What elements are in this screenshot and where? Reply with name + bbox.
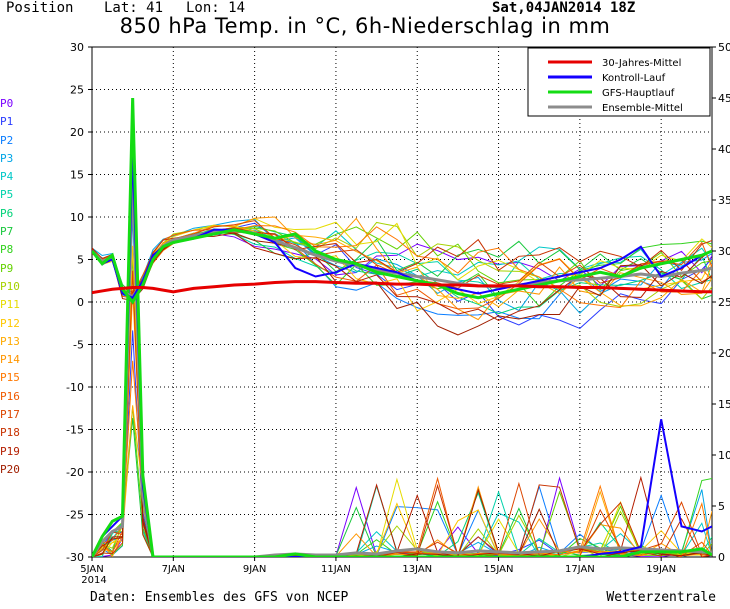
y2-tick-label: 5 bbox=[718, 500, 725, 513]
y-tick-label: -15 bbox=[66, 424, 84, 437]
data-source-note: Daten: Ensembles des GFS von NCEP bbox=[90, 590, 349, 605]
y-tick-label: 20 bbox=[70, 126, 84, 139]
legend-box bbox=[527, 47, 711, 117]
y-tick-label: 15 bbox=[70, 169, 84, 182]
y2-tick-label: 20 bbox=[718, 347, 730, 360]
x-tick-label: 5JAN bbox=[80, 564, 103, 575]
y-tick-label: 30 bbox=[70, 41, 84, 54]
member-legend-item: P10 bbox=[0, 279, 20, 293]
member-legend-item: P16 bbox=[0, 389, 20, 403]
gfs-main-precip-line bbox=[92, 97, 712, 557]
latitude-label: Lat: 41 bbox=[104, 0, 164, 16]
member-legend-item: P6 bbox=[0, 206, 14, 220]
y-tick-label: 10 bbox=[70, 211, 84, 224]
y-tick-label: -20 bbox=[66, 466, 84, 479]
member-legend-item: P17 bbox=[0, 408, 20, 422]
y2-tick-label: 25 bbox=[718, 296, 730, 309]
y-tick-label: -30 bbox=[66, 551, 84, 564]
member-precip-line bbox=[92, 330, 712, 557]
member-legend-item: P0 bbox=[0, 97, 14, 110]
y-tick-label: 25 bbox=[70, 84, 84, 97]
x-tick-label: 9JAN bbox=[243, 564, 266, 575]
legend-label: 30-Jahres-Mittel bbox=[602, 58, 681, 69]
member-legend-item: P1 bbox=[0, 115, 14, 129]
member-precip-line bbox=[92, 120, 712, 557]
x-tick-label: 13JAN bbox=[402, 564, 432, 575]
legend-label: Kontroll-Lauf bbox=[602, 73, 666, 84]
y-tick-label: -25 bbox=[66, 509, 84, 522]
member-legend-item: P5 bbox=[0, 188, 14, 202]
member-legend-item: P20 bbox=[0, 462, 20, 476]
member-legend-item: P14 bbox=[0, 353, 20, 367]
y-tick-label: -10 bbox=[66, 381, 84, 394]
ensemble-mean-precip-line bbox=[92, 169, 712, 557]
y2-tick-label: 35 bbox=[718, 194, 730, 207]
y2-tick-label: 30 bbox=[718, 245, 730, 258]
member-legend-item: P3 bbox=[0, 151, 14, 165]
member-legend: P0 P1 P2 P3 P4 P5 P6 P7 P8 P9 P10 P11 P12 P13 P14 P15 P1… bbox=[0, 95, 20, 479]
y2-tick-label: 45 bbox=[718, 92, 730, 105]
position-label: Position bbox=[6, 0, 74, 16]
y-tick-label: -5 bbox=[73, 339, 84, 352]
member-legend-item: P7 bbox=[0, 225, 14, 239]
chart-title: 850 hPa Temp. in °C, 6h-Niederschlag in … bbox=[119, 14, 611, 38]
y2-tick-label: 50 bbox=[718, 41, 730, 54]
y2-tick-label: 15 bbox=[718, 398, 730, 411]
member-precip-line bbox=[92, 253, 712, 557]
member-legend-item: P13 bbox=[0, 334, 20, 348]
climate-mean-temp-line bbox=[92, 280, 712, 295]
x-tick-label: 19JAN bbox=[646, 564, 676, 575]
x-tick-label: 17JAN bbox=[565, 564, 595, 575]
y2-tick-label: 10 bbox=[718, 449, 730, 462]
member-precip-line bbox=[92, 405, 712, 557]
run-date-label: Sat,04JAN2014 18Z bbox=[492, 0, 636, 16]
longitude-label: Lon: 14 bbox=[186, 0, 246, 16]
member-legend-item: P18 bbox=[0, 426, 20, 440]
member-legend-item: P19 bbox=[0, 444, 20, 458]
x-tick-label: 15JAN bbox=[484, 564, 514, 575]
member-legend-item: P9 bbox=[0, 261, 14, 275]
legend-label: GFS-Hauptlauf bbox=[602, 88, 675, 99]
member-temp-line bbox=[92, 227, 712, 294]
gfs-main-temp-line bbox=[92, 228, 712, 305]
control-run-temp-line bbox=[92, 228, 712, 300]
legend-label: Ensemble-Mittel bbox=[602, 103, 683, 114]
member-legend-item: P4 bbox=[0, 170, 14, 184]
member-legend-item: P11 bbox=[0, 298, 20, 312]
member-precip-line bbox=[92, 418, 712, 557]
member-precip-line bbox=[92, 193, 712, 557]
y-tick-label: 5 bbox=[77, 254, 84, 267]
x-tick-year-label: 2014 bbox=[81, 575, 106, 586]
member-legend-item: P15 bbox=[0, 371, 20, 385]
x-tick-label: 7JAN bbox=[162, 564, 185, 575]
member-legend-item: P2 bbox=[0, 133, 14, 147]
y2-tick-label: 40 bbox=[718, 143, 730, 156]
member-legend-item: P8 bbox=[0, 243, 14, 257]
y2-tick-label: 0 bbox=[718, 551, 725, 564]
x-tick-label: 11JAN bbox=[321, 564, 351, 575]
y-tick-label: 0 bbox=[77, 296, 84, 309]
brand-label: Wetterzentrale bbox=[606, 590, 716, 605]
member-legend-item: P12 bbox=[0, 316, 20, 330]
